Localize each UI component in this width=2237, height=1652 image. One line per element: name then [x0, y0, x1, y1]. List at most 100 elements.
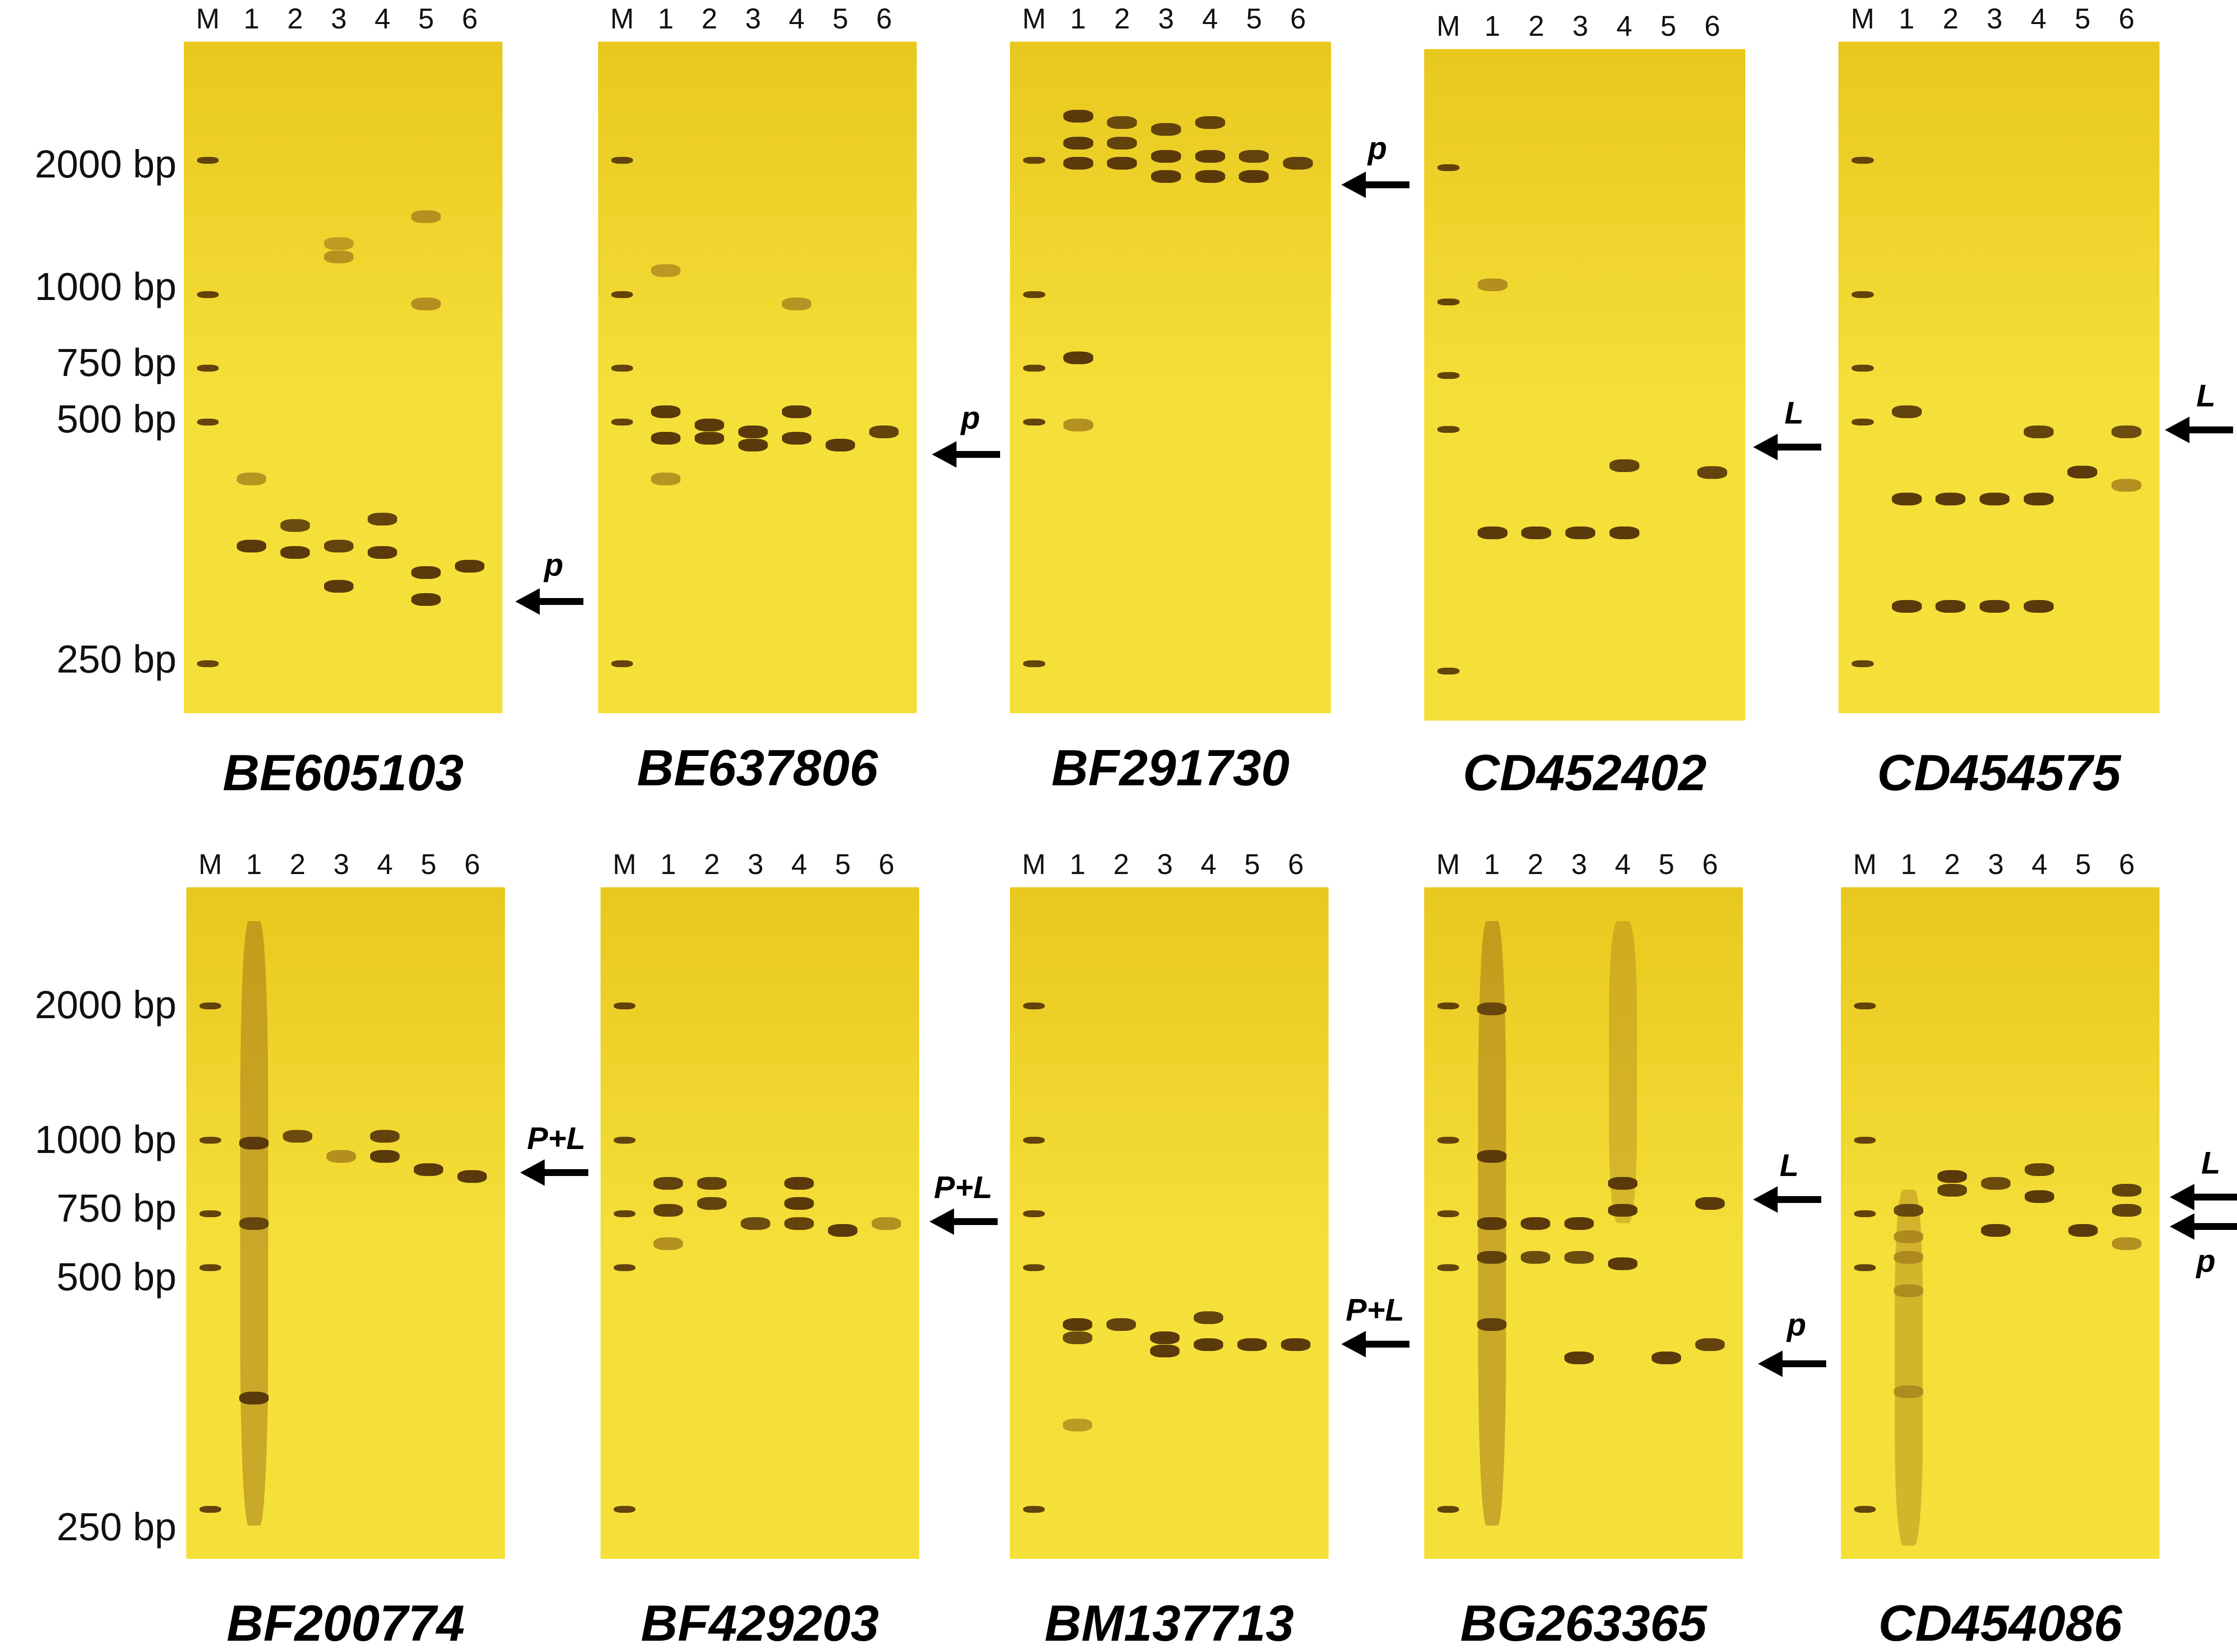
- lane-label: 6: [1702, 849, 1718, 880]
- ladder-band: [611, 156, 633, 164]
- gel-background: [1841, 887, 2160, 1559]
- gel-band: [1062, 1318, 1093, 1331]
- gel-band: [651, 472, 681, 485]
- lane-label: 6: [1288, 849, 1304, 880]
- lane-label: 4: [791, 849, 807, 880]
- lane-label: 1: [1484, 10, 1501, 42]
- lane-label: 5: [1244, 849, 1260, 880]
- lane-label: M: [610, 3, 634, 35]
- gel-band: [2024, 1163, 2055, 1176]
- lane-label: M: [1853, 849, 1877, 880]
- lane-label: M: [198, 849, 223, 880]
- lane-label: 4: [2031, 3, 2047, 35]
- gel-band: [2111, 479, 2142, 492]
- gel-band: [1609, 526, 1639, 540]
- lane-label: 6: [462, 3, 478, 35]
- gel-band: [411, 298, 441, 311]
- gel-band: [1891, 492, 1922, 505]
- gel-band: [326, 1150, 356, 1163]
- gel-band: [781, 432, 812, 445]
- ladder-band: [1437, 372, 1459, 379]
- gel-band: [1935, 492, 1966, 505]
- lane-label: M: [196, 3, 220, 35]
- gel-band: [411, 593, 441, 606]
- lane-label: M: [1022, 3, 1046, 35]
- arrow-icon: [1753, 1186, 1821, 1213]
- lane-label: M: [612, 849, 637, 880]
- gel-band: [282, 1129, 313, 1143]
- gel-band: [1063, 109, 1093, 123]
- arrow-icon: [2165, 417, 2233, 443]
- gel-image: [1838, 42, 2160, 713]
- marker-name: BF200774: [226, 1595, 465, 1652]
- gel-background: [186, 887, 505, 1559]
- lane-label: 6: [1704, 10, 1720, 42]
- lane-label: 2: [1527, 849, 1544, 880]
- gel-band: [1937, 1170, 1967, 1183]
- marker-name: CD454086: [1878, 1595, 2122, 1652]
- lane-label: 1: [1069, 849, 1086, 880]
- ladder-band: [1023, 1264, 1045, 1271]
- ladder-band: [1854, 1506, 1876, 1513]
- lane-label: M: [1436, 10, 1460, 42]
- ladder-band: [199, 1002, 222, 1009]
- ladder-band: [1437, 1210, 1459, 1218]
- lane-label: 2: [704, 849, 720, 880]
- gel-band: [651, 405, 681, 418]
- marker-name: CD452402: [1462, 745, 1707, 801]
- gel-band: [1063, 136, 1093, 150]
- gel-band: [1651, 1352, 1682, 1364]
- lane-label: 3: [330, 3, 347, 35]
- gel-band: [324, 250, 354, 264]
- gel-band: [1565, 526, 1596, 540]
- gel-band: [697, 1176, 727, 1190]
- lane-label: 1: [246, 849, 262, 880]
- ladder-band: [1023, 660, 1045, 668]
- gel-band: [1981, 1176, 2011, 1190]
- ladder-band: [1023, 1210, 1045, 1218]
- gel-band: [2023, 492, 2054, 505]
- marker-name: BF291730: [1051, 740, 1290, 797]
- gel-band: [1893, 1230, 1924, 1244]
- ladder-band: [199, 1136, 222, 1144]
- gel-band: [871, 1217, 902, 1230]
- gel-band: [1520, 1251, 1551, 1264]
- gel-band: [1520, 1217, 1551, 1230]
- arrow-icon: [932, 441, 1000, 468]
- gel-band: [738, 425, 768, 438]
- arrow-label: p: [2196, 1243, 2216, 1278]
- lane-label: 6: [876, 3, 892, 35]
- ladder-band: [1437, 1264, 1459, 1271]
- gel-band: [370, 1150, 400, 1163]
- arrow-label: p: [544, 547, 564, 582]
- ladder-band: [1023, 1002, 1045, 1009]
- gel-band: [457, 1170, 487, 1183]
- gel-band: [1063, 351, 1093, 364]
- lane-label: 6: [2119, 849, 2135, 880]
- gel-band: [653, 1176, 683, 1190]
- ladder-band: [1023, 365, 1045, 372]
- gel-band: [694, 418, 725, 431]
- lane-label: 5: [1659, 849, 1675, 880]
- gel-band: [1608, 1257, 1638, 1271]
- arrow-icon: [930, 1208, 998, 1235]
- gel-band: [1893, 1251, 1924, 1264]
- lane-label: 5: [1660, 10, 1677, 42]
- gel-band: [651, 432, 681, 445]
- gel-band: [2023, 425, 2054, 438]
- gel-band: [1195, 116, 1225, 129]
- arrow-icon: [1753, 434, 1821, 460]
- lane-label: 6: [2118, 3, 2135, 35]
- gel-band: [454, 559, 485, 573]
- ladder-band: [611, 660, 633, 668]
- ladder-band: [613, 1136, 636, 1144]
- gel-band: [1980, 492, 2010, 505]
- lane-label: 5: [2074, 3, 2091, 35]
- ladder-band: [613, 1210, 636, 1218]
- ladder-band: [1851, 365, 1874, 372]
- gel-band: [1695, 1197, 1725, 1210]
- gel-band: [1608, 1176, 1638, 1190]
- gel-band: [1063, 156, 1093, 170]
- gel-band: [324, 237, 354, 250]
